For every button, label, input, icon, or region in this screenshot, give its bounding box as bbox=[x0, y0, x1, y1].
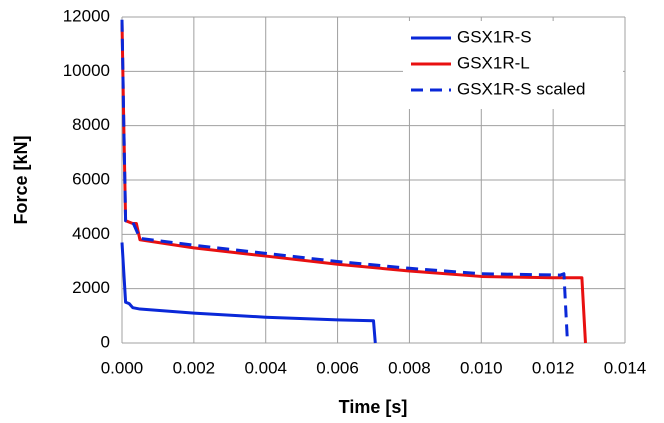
y-axis-title: Force [kN] bbox=[11, 135, 31, 224]
y-tick-label: 2000 bbox=[72, 278, 110, 297]
legend: GSX1R-S GSX1R-L GSX1R-S scaled bbox=[403, 21, 623, 109]
x-tick-label: 0.004 bbox=[244, 358, 287, 377]
x-tick-label: 0.008 bbox=[388, 358, 431, 377]
x-tick-label: 0.010 bbox=[460, 358, 503, 377]
series-line bbox=[120, 19, 570, 344]
series-line bbox=[120, 22, 587, 344]
series-line bbox=[120, 242, 377, 344]
x-tick-label: 0.014 bbox=[604, 358, 647, 377]
legend-label: GSX1R-S bbox=[457, 27, 532, 46]
x-tick-label: 0.012 bbox=[532, 358, 575, 377]
y-tick-label: 6000 bbox=[72, 169, 110, 188]
x-tick-label: 0.000 bbox=[101, 358, 144, 377]
x-axis-title: Time [s] bbox=[339, 397, 408, 417]
x-tick-label: 0.006 bbox=[316, 358, 359, 377]
y-tick-label: 12000 bbox=[63, 6, 110, 25]
y-tick-label: 4000 bbox=[72, 224, 110, 243]
legend-label: GSX1R-L bbox=[457, 53, 530, 72]
legend-label: GSX1R-S scaled bbox=[457, 79, 586, 98]
y-tick-label: 8000 bbox=[72, 115, 110, 134]
y-tick-label: 10000 bbox=[63, 61, 110, 80]
x-tick-label: 0.002 bbox=[173, 358, 216, 377]
y-tick-label: 0 bbox=[101, 332, 110, 351]
